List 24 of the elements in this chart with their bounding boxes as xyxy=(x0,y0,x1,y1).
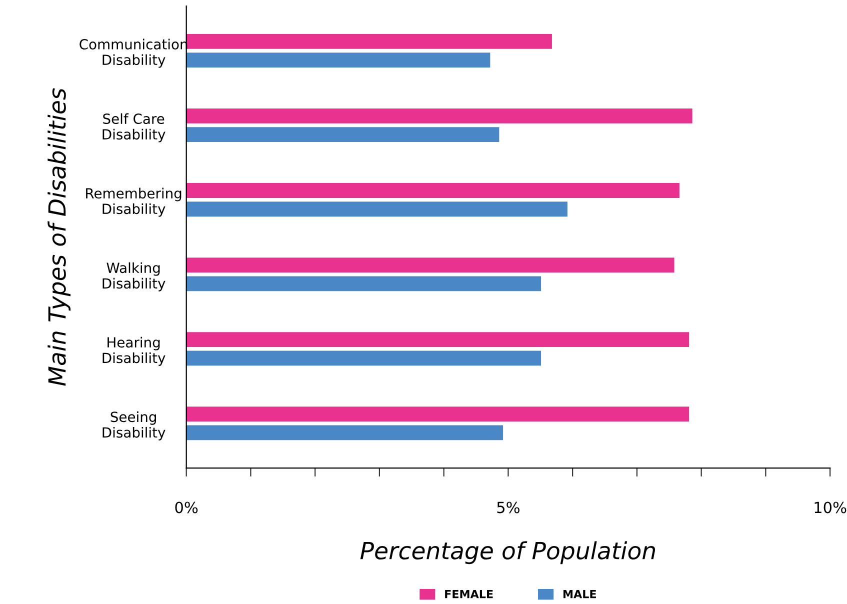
bar xyxy=(186,258,674,272)
bar xyxy=(186,52,490,68)
y-axis-title: Main Types of Disabilities xyxy=(48,88,70,386)
legend-label: FEMALE xyxy=(445,590,493,598)
bar xyxy=(186,332,690,347)
x-tick-label: 10% xyxy=(814,502,846,514)
bar xyxy=(186,276,542,292)
bar xyxy=(186,425,504,440)
bar xyxy=(186,406,690,422)
y-tick-label: Self Care Disability xyxy=(102,113,166,142)
x-axis-title: Percentage of Population xyxy=(360,541,656,564)
y-tick-label: Remembering Disability xyxy=(86,188,182,217)
bar xyxy=(186,108,692,124)
y-tick-label: Walking Disability xyxy=(102,262,166,292)
bar xyxy=(186,34,552,49)
bar xyxy=(186,350,542,366)
bar xyxy=(186,183,680,198)
y-tick-label: Seeing Disability xyxy=(102,411,166,440)
x-tick-label: 0% xyxy=(175,502,198,514)
bar xyxy=(186,202,568,217)
y-tick-label: Hearing Disability xyxy=(102,336,166,366)
bar xyxy=(186,127,500,142)
x-tick-label: 5% xyxy=(497,502,520,514)
legend-label: MALE xyxy=(563,590,596,598)
